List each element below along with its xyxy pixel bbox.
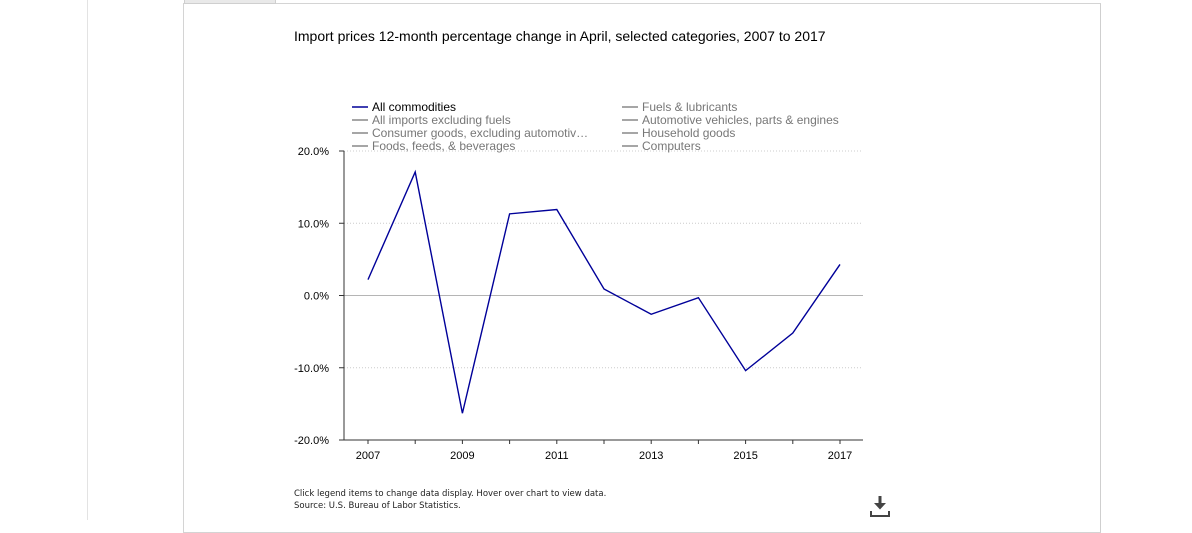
- data-point[interactable]: [836, 260, 844, 268]
- data-point[interactable]: [458, 409, 466, 417]
- download-icon: [870, 496, 890, 517]
- x-tick-label: 2015: [733, 450, 757, 462]
- data-point[interactable]: [506, 210, 514, 218]
- series-line-all-commodities[interactable]: [367, 169, 841, 414]
- y-tick-label: 0.0%: [304, 291, 329, 303]
- y-tick-label: -10.0%: [294, 363, 329, 375]
- data-point[interactable]: [789, 329, 797, 337]
- x-tick-label: 2009: [450, 450, 474, 462]
- x-tick-label: 2013: [639, 450, 663, 462]
- data-point[interactable]: [364, 276, 372, 284]
- data-point[interactable]: [411, 168, 419, 176]
- y-tick-label: 10.0%: [298, 218, 329, 230]
- legend-item[interactable]: Fuels & lubricants: [642, 100, 737, 114]
- chart-source: Source: U.S. Bureau of Labor Statistics.: [294, 501, 461, 511]
- legend-item[interactable]: Automotive vehicles, parts & engines: [642, 113, 839, 127]
- legend-item[interactable]: Computers: [642, 139, 701, 153]
- x-tick-label: 2017: [828, 450, 852, 462]
- page-divider: [87, 0, 88, 520]
- y-tick-label: -20.0%: [294, 435, 329, 447]
- x-tick-label: 2007: [356, 450, 380, 462]
- x-tick-label: 2011: [545, 450, 569, 462]
- line-chart[interactable]: 20.0% 10.0% 0.0% -10.0% -20.0% 2007 2009 2011 20…: [0, 0, 1192, 520]
- legend-item[interactable]: All commodities: [372, 100, 456, 114]
- panel-tab[interactable]: [184, 0, 276, 4]
- chart-panel: [183, 3, 1101, 533]
- y-tick-label: 20.0%: [298, 146, 329, 158]
- legend-item[interactable]: Household goods: [642, 126, 735, 140]
- data-point[interactable]: [553, 206, 561, 214]
- legend-item[interactable]: Consumer goods, excluding automotiv…: [372, 126, 588, 140]
- download-button[interactable]: [868, 492, 892, 518]
- data-point[interactable]: [600, 285, 608, 293]
- chart-instructions: Click legend items to change data displa…: [294, 489, 607, 499]
- data-point[interactable]: [647, 310, 655, 318]
- data-point[interactable]: [694, 294, 702, 302]
- data-point[interactable]: [742, 367, 750, 375]
- chart-title: Import prices 12-month percentage change…: [294, 28, 826, 44]
- legend-item[interactable]: Foods, feeds, & beverages: [372, 139, 515, 153]
- legend-item[interactable]: All imports excluding fuels: [372, 113, 511, 127]
